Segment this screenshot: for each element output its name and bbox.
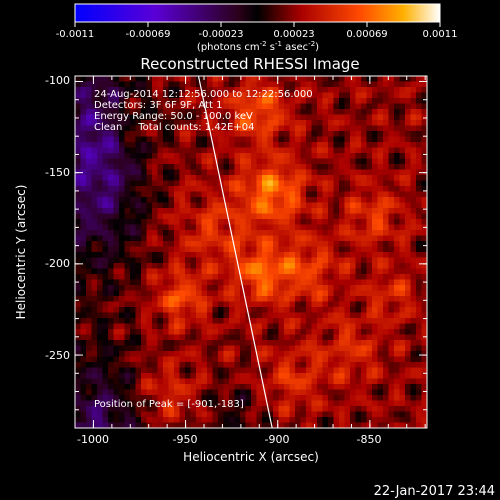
colorbar-tick-label: -0.0011 (56, 29, 95, 40)
y-axis-label: Heliocentric Y (arcsec) (14, 185, 28, 320)
colorbar-tick-label: 0.00023 (273, 29, 314, 40)
y-tick-label: -100 (45, 74, 70, 87)
annotation-time-range: 24-Aug-2014 12:12:56.000 to 12:22:56.000 (94, 89, 313, 100)
colorbar-tick-label: -0.00069 (126, 29, 171, 40)
solar-limb-line (197, 76, 273, 428)
annotation-energy-range: Energy Range: 50.0 - 100.0 keV (94, 111, 253, 122)
y-tick-label: -250 (45, 349, 70, 362)
chart-title: Reconstructed RHESSI Image (140, 55, 359, 73)
annotation-method-counts: Clean Total counts: 1.42E+04 (94, 122, 254, 133)
y-tick-label: -200 (45, 257, 70, 270)
x-tick-label: -900 (265, 433, 290, 446)
colorbar-tick-label: 0.0011 (423, 29, 458, 40)
heatmap-image (75, 76, 427, 428)
axis-ticks (75, 76, 427, 428)
colorbar-ticks (74, 22, 441, 27)
y-tick-label: -150 (45, 166, 70, 179)
colorbar-tick-label: 0.00069 (346, 29, 387, 40)
colorbar-tick-label: -0.00023 (199, 29, 244, 40)
x-tick-label: -1000 (77, 433, 109, 446)
colorbar-gradient (74, 3, 441, 23)
colorbar: -0.0011 -0.00069 -0.00023 0.00023 0.0006… (56, 3, 458, 53)
x-axis-label: Heliocentric X (arcsec) (183, 450, 319, 464)
x-tick-label: -950 (173, 433, 198, 446)
peak-position-label: Position of Peak = [-901,-183] (94, 399, 244, 410)
colorbar-unit: (photons cm-2 s-1 asec-2) (197, 40, 319, 53)
annotation-detectors: Detectors: 3F 6F 9F, Att 1 (94, 100, 222, 111)
plot-frame (74, 75, 428, 429)
x-tick-label: -850 (357, 433, 382, 446)
footer-date: 22-Jan-2017 23:44 (374, 484, 495, 499)
